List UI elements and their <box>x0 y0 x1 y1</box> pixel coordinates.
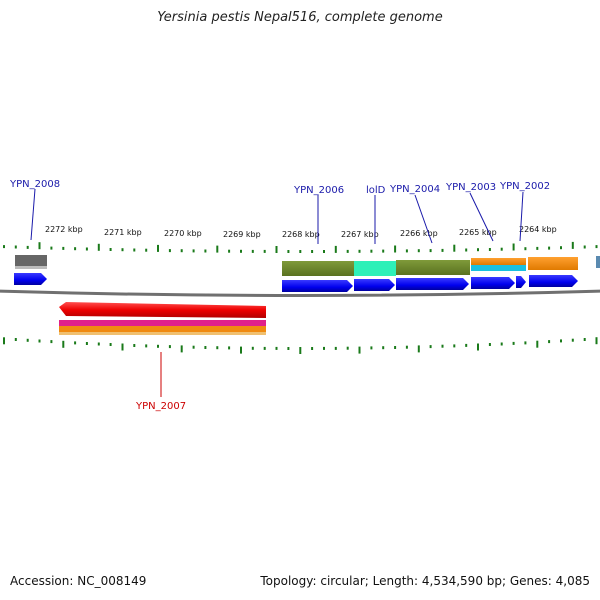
gene-label-ypn-2003[interactable]: YPN_2003 <box>445 182 496 193</box>
upper-feature-bars <box>15 255 600 276</box>
leader-lines <box>30 188 524 397</box>
lower-ticks <box>3 337 598 354</box>
gene-label-lold[interactable]: lolD <box>366 185 386 196</box>
upper-ticks <box>3 241 598 253</box>
genome-title: Yersinia pestis Nepal516, complete genom… <box>157 10 443 25</box>
topology-label: Topology: circular; Length: 4,534,590 bp… <box>260 574 590 588</box>
cds-arrow-ypn-2008[interactable] <box>14 273 47 285</box>
gene-label-ypn-2008[interactable]: YPN_2008 <box>9 179 60 190</box>
feature-bar-gray[interactable] <box>15 255 47 267</box>
gene-label-ypn-2006[interactable]: YPN_2006 <box>293 185 344 196</box>
cds-arrow-ypn-2006[interactable] <box>282 280 353 292</box>
kbp-label: 2270 kbp <box>164 229 202 238</box>
kbp-label: 2264 kbp <box>519 225 557 234</box>
gene-label-ypn-2002[interactable]: YPN_2002 <box>499 181 550 192</box>
feature-bar-magenta[interactable] <box>59 320 266 326</box>
cds-arrow-lold[interactable] <box>354 279 395 291</box>
cds-arrow-ypn-2003[interactable] <box>471 277 515 289</box>
kbp-label: 2272 kbp <box>45 225 83 234</box>
kbp-label: 2267 kbp <box>341 230 379 239</box>
kbp-label: 2269 kbp <box>223 230 261 239</box>
cds-arrow-ypn-2007[interactable] <box>59 302 266 318</box>
feature-bar-olive[interactable] <box>396 260 470 275</box>
feature-bar-teal[interactable] <box>354 261 396 276</box>
feature-bar-orange[interactable] <box>528 257 578 270</box>
accession-label: Accession: NC_008149 <box>10 574 147 588</box>
kbp-label: 2266 kbp <box>400 229 438 238</box>
gene-label-ypn-2007[interactable]: YPN_2007 <box>135 401 186 412</box>
cds-arrow-ypn-2004[interactable] <box>396 278 469 290</box>
genome-backbone <box>0 289 600 297</box>
feature-bar-cyan[interactable] <box>471 265 526 271</box>
feature-bar-orange[interactable] <box>471 258 526 265</box>
gene-label-ypn-2004[interactable]: YPN_2004 <box>389 184 440 195</box>
cds-arrow-ypn-2003b[interactable] <box>516 276 526 288</box>
feature-bar-olive[interactable] <box>282 261 354 276</box>
cds-arrow-ypn-2002[interactable] <box>529 275 578 287</box>
kbp-label: 2268 kbp <box>282 230 320 239</box>
forward-cds-arrows <box>14 273 578 292</box>
reverse-features <box>59 302 266 335</box>
kbp-label: 2265 kbp <box>459 228 497 237</box>
feature-bar-orange[interactable] <box>59 326 266 332</box>
kbp-label: 2271 kbp <box>104 228 142 237</box>
